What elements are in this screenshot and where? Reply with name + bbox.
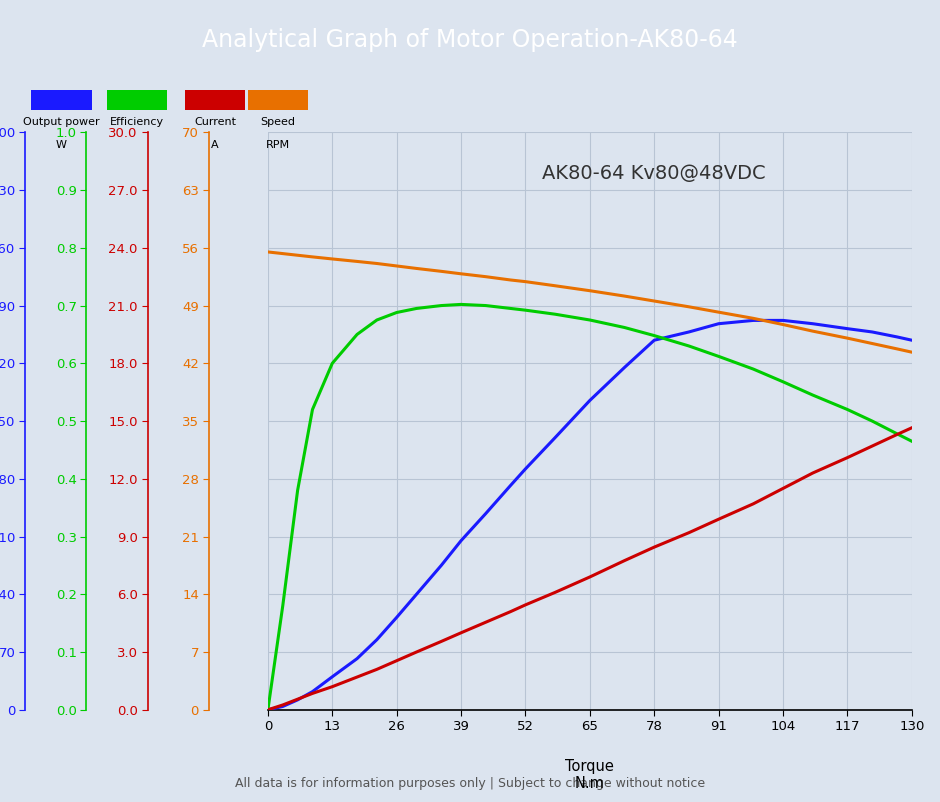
- Bar: [31, 90, 91, 110]
- Bar: [185, 90, 245, 110]
- Text: RPM: RPM: [266, 140, 290, 150]
- Text: Efficiency: Efficiency: [110, 117, 164, 127]
- Text: Analytical Graph of Motor Operation-AK80-64: Analytical Graph of Motor Operation-AK80…: [202, 28, 738, 52]
- Text: Torque: Torque: [566, 759, 614, 774]
- Text: Speed: Speed: [260, 117, 295, 127]
- Text: N.m: N.m: [575, 776, 604, 792]
- Text: A: A: [212, 140, 219, 150]
- Bar: [106, 90, 166, 110]
- Text: W: W: [56, 140, 67, 150]
- Text: All data is for information purposes only | Subject to change without notice: All data is for information purposes onl…: [235, 777, 705, 791]
- Text: AK80-64 Kv80@48VDC: AK80-64 Kv80@48VDC: [542, 164, 766, 183]
- Bar: [248, 90, 308, 110]
- Text: Output power: Output power: [24, 117, 100, 127]
- Text: Current: Current: [194, 117, 236, 127]
